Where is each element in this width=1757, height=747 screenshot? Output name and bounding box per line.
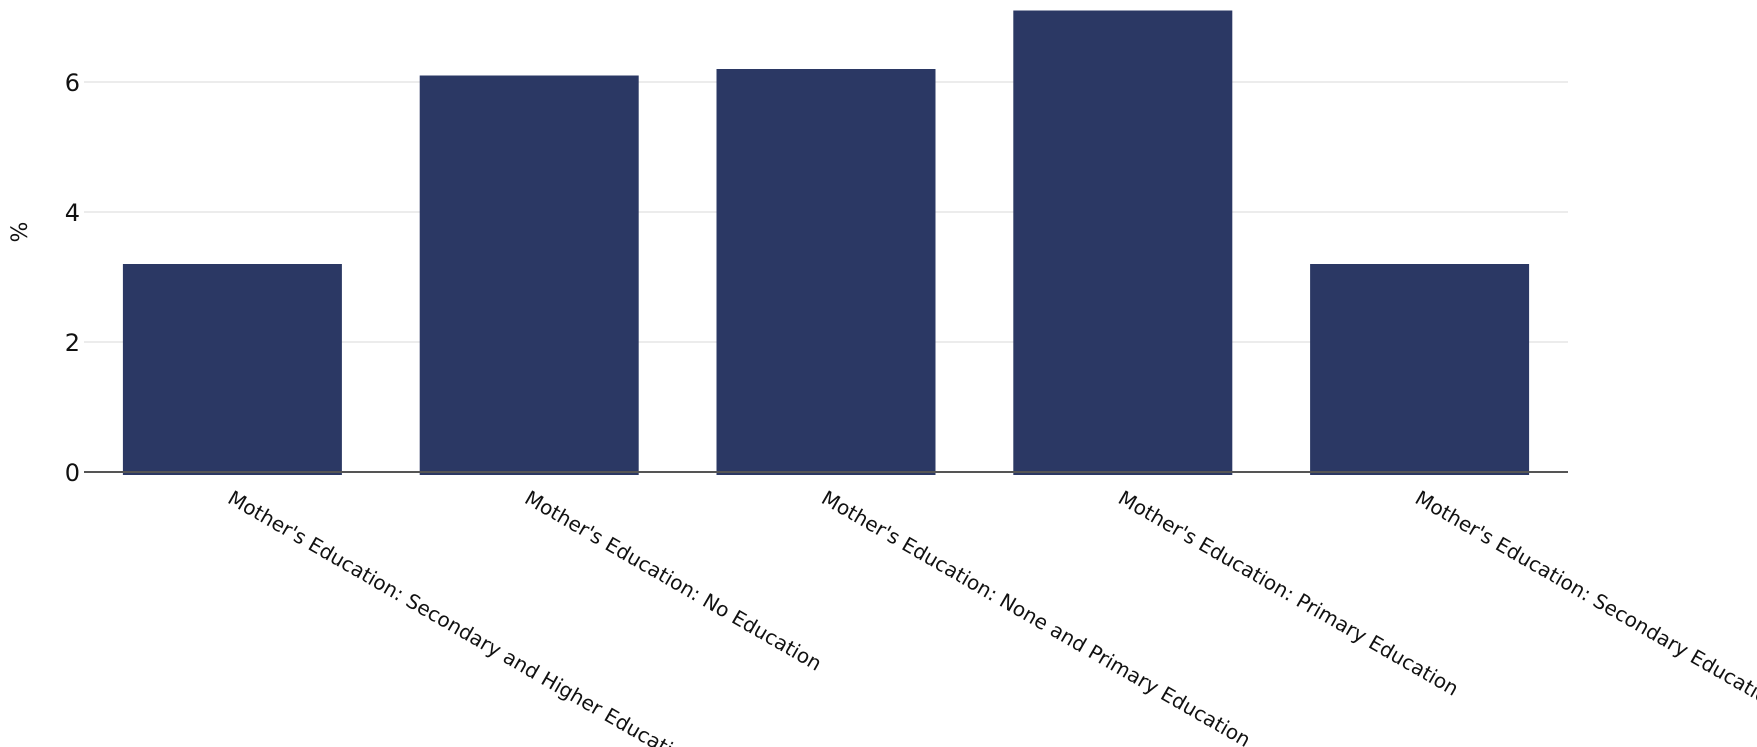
x-axis-labels: Mother's Education: Secondary and Higher… <box>224 486 1757 747</box>
y-axis-title: % <box>8 222 33 243</box>
y-tick-label: 0 <box>65 459 80 487</box>
bars <box>122 10 1530 475</box>
x-category-label: Mother's Education: No Education <box>521 486 826 676</box>
x-category-label: Mother's Education: Secondary Education <box>1411 486 1757 715</box>
bar <box>1310 264 1530 475</box>
bar <box>1013 10 1233 475</box>
x-category-label: Mother's Education: Secondary and Higher… <box>224 486 699 747</box>
y-axis-ticks: 0 2 4 6 <box>65 69 80 487</box>
x-category-label: Mother's Education: Primary Education <box>1114 486 1463 701</box>
y-tick-label: 4 <box>65 199 80 227</box>
y-tick-label: 2 <box>65 329 80 357</box>
y-tick-label: 6 <box>65 69 80 97</box>
bar <box>419 75 639 475</box>
bar <box>122 264 342 475</box>
bar <box>716 69 936 475</box>
